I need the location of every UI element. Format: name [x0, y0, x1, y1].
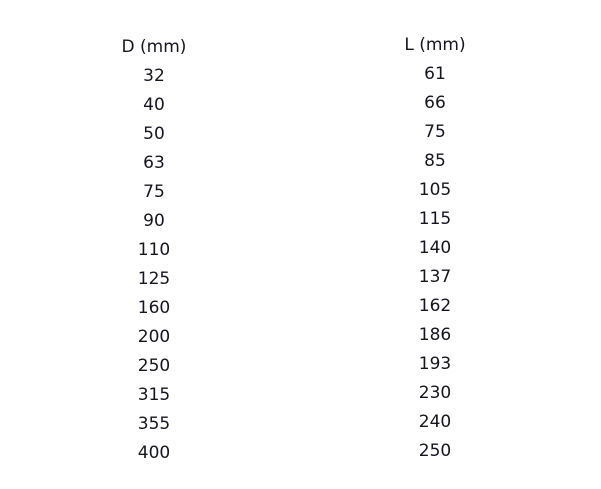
d-value-cell: 50 — [143, 124, 165, 144]
l-value-cell: 105 — [418, 180, 452, 200]
l-value-cell: 75 — [424, 122, 446, 142]
l-value-cell: 61 — [424, 64, 446, 84]
d-value-cell: 125 — [137, 269, 171, 289]
l-value-cell: 140 — [418, 238, 452, 258]
d-value-cell: 355 — [137, 414, 171, 434]
l-value-cell: 162 — [418, 296, 452, 316]
d-value-cell: 315 — [137, 385, 171, 405]
l-value-cell: 240 — [418, 412, 452, 432]
d-value-cell: 400 — [137, 443, 171, 463]
l-value-cell: 230 — [418, 383, 452, 403]
l-value-cell: 193 — [418, 354, 452, 374]
d-value-cell: 250 — [137, 356, 171, 376]
l-value-cell: 250 — [418, 441, 452, 461]
header-d: D (mm) — [121, 37, 187, 57]
header-l: L (mm) — [404, 35, 466, 55]
l-value-cell: 137 — [418, 267, 452, 287]
d-value-cell: 110 — [137, 240, 171, 260]
d-value-cell: 32 — [143, 66, 165, 86]
l-value-cell: 85 — [424, 151, 446, 171]
l-value-cell: 186 — [418, 325, 452, 345]
d-value-cell: 40 — [143, 95, 165, 115]
l-value-cell: 115 — [418, 209, 452, 229]
d-value-cell: 160 — [137, 298, 171, 318]
l-value-cell: 66 — [424, 93, 446, 113]
d-value-cell: 200 — [137, 327, 171, 347]
d-value-cell: 75 — [143, 182, 165, 202]
d-value-cell: 63 — [143, 153, 165, 173]
d-value-cell: 90 — [143, 211, 165, 231]
